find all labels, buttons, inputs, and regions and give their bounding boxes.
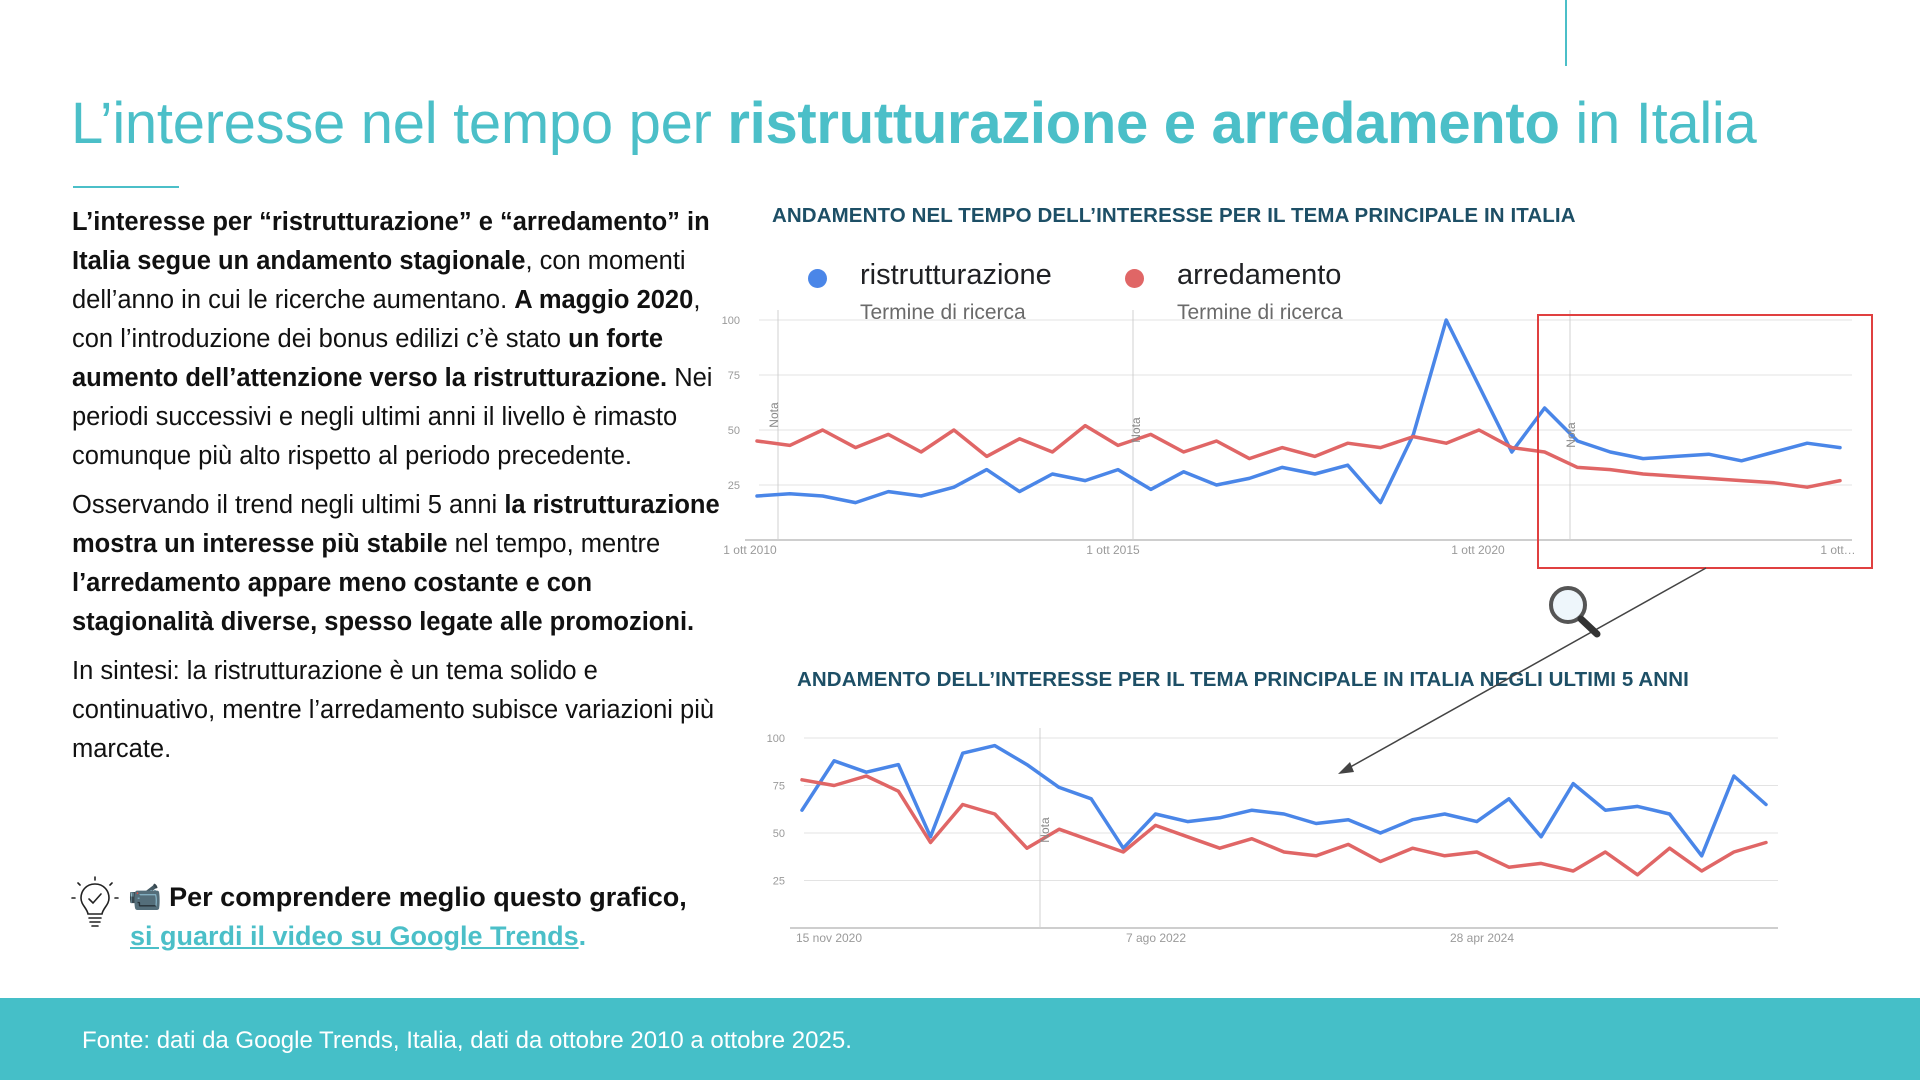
paragraph-1: L’interesse per “ristrutturazione” e “ar… xyxy=(72,203,722,476)
chart-1-ytick-1: 75 xyxy=(728,370,740,382)
p2-segment-0: Osservando il trend negli ultimi 5 anni xyxy=(72,491,505,519)
tip-line-2: si guardi il video su Google Trends. xyxy=(130,918,586,954)
page-title: L’interesse nel tempo per ristrutturazio… xyxy=(71,88,1757,160)
p1-segment-1: , con momenti dell’anno in cui le ricerc… xyxy=(72,247,686,314)
top-accent-line xyxy=(1565,0,1567,66)
chart-2-ytick-2: 50 xyxy=(773,828,785,840)
chart-1-xtick-1: 1 ott 2015 xyxy=(1086,543,1140,557)
legend-sub-arredamento: Termine di ricerca xyxy=(1177,301,1343,324)
p1-segment-0: L’interesse per “ristrutturazione” e “ar… xyxy=(72,208,710,275)
body-text: L’interesse per “ristrutturazione” e “ar… xyxy=(72,203,722,779)
paragraph-3: In sintesi: la ristrutturazione è un tem… xyxy=(72,652,722,769)
chart-1-series-arredamento xyxy=(755,423,1842,489)
chart-2-xtick-2: 28 apr 2024 xyxy=(1450,931,1514,945)
chart-1-note-1: Nota xyxy=(1129,417,1143,443)
p1-segment-4: un forte aumento dell’attenzione verso l… xyxy=(72,325,668,392)
legend-name-arredamento: arredamento xyxy=(1177,259,1342,291)
chart-2-xtick-1: 7 ago 2022 xyxy=(1126,931,1186,945)
chart-1-xtick-3: 1 ott… xyxy=(1820,543,1855,557)
chart-2-title: ANDAMENTO DELL’INTERESSE PER IL TEMA PRI… xyxy=(797,668,1689,691)
tip-text: Per comprendere meglio questo grafico, xyxy=(169,882,687,912)
footer-source: Fonte: dati da Google Trends, Italia, da… xyxy=(82,1027,852,1054)
title-part-2: ristrutturazione e arredamento xyxy=(727,91,1560,156)
legend-dot-red xyxy=(1125,269,1144,288)
p2-segment-2: nel tempo, mentre xyxy=(447,530,661,558)
chart-2-note-0: Nota xyxy=(1038,817,1052,843)
legend-sub-ristrutturazione: Termine di ricerca xyxy=(860,301,1026,324)
chart-1-ytick-3: 25 xyxy=(728,480,740,492)
video-tip: 📹 Per comprendere meglio questo grafico,… xyxy=(70,876,730,976)
tip-dot: . xyxy=(578,921,587,951)
chart-2-xtick-0: 15 nov 2020 xyxy=(796,931,862,945)
camera-icon: 📹 xyxy=(128,882,162,912)
chart-1-note-0: Nota xyxy=(767,402,781,428)
lightbulb-icon xyxy=(71,876,119,927)
footer-bar: Fonte: dati da Google Trends, Italia, da… xyxy=(0,998,1920,1080)
p1-segment-5: Nei periodi successivi e negli ultimi an… xyxy=(72,364,713,470)
title-part-3: in Italia xyxy=(1559,91,1757,156)
chart-1-ytick-0: 100 xyxy=(722,315,740,327)
paragraph-2: Osservando il trend negli ultimi 5 anni … xyxy=(72,486,722,642)
title-underline xyxy=(73,186,179,188)
last-5-years-highlight-box xyxy=(1537,314,1873,569)
legend-name-ristrutturazione: ristrutturazione xyxy=(860,259,1052,291)
google-trends-video-link[interactable]: si guardi il video su Google Trends xyxy=(130,921,579,951)
magnifier-icon xyxy=(1549,586,1587,624)
tip-line-1: 📹 Per comprendere meglio questo grafico, xyxy=(128,879,687,915)
p3-segment-0: In sintesi: la ristrutturazione è un tem… xyxy=(72,657,715,763)
chart-2-ytick-1: 75 xyxy=(773,781,785,793)
chart-1-series-ristrutturazione xyxy=(755,318,1842,505)
chart-2-ytick-0: 100 xyxy=(767,733,785,745)
p1-segment-3: , con l’introduzione dei bonus edilizi c… xyxy=(72,286,701,353)
chart-1-note-2: Nota xyxy=(1564,422,1578,448)
title-part-1: L’interesse nel tempo per xyxy=(71,91,728,156)
p2-segment-3: l’arredamento appare meno costante e con… xyxy=(72,569,695,636)
legend-dot-blue xyxy=(808,269,827,288)
magnifier-icon-handle xyxy=(1577,615,1601,638)
chart-1-xtick-2: 1 ott 2020 xyxy=(1451,543,1505,557)
chart-1-ytick-2: 50 xyxy=(728,425,740,437)
p1-segment-2: A maggio 2020 xyxy=(514,286,694,314)
p2-segment-1: la ristrutturazione mostra un interesse … xyxy=(72,491,720,558)
chart-1-xtick-0: 1 ott 2010 xyxy=(723,543,777,557)
zoom-arrow-head xyxy=(1338,762,1354,774)
chart-2-ytick-3: 25 xyxy=(773,876,785,888)
chart-2-series-arredamento xyxy=(800,774,1768,877)
chart-2-series-ristrutturazione xyxy=(800,743,1768,858)
chart-1-title: ANDAMENTO NEL TEMPO DELL’INTERESSE PER I… xyxy=(772,204,1576,227)
